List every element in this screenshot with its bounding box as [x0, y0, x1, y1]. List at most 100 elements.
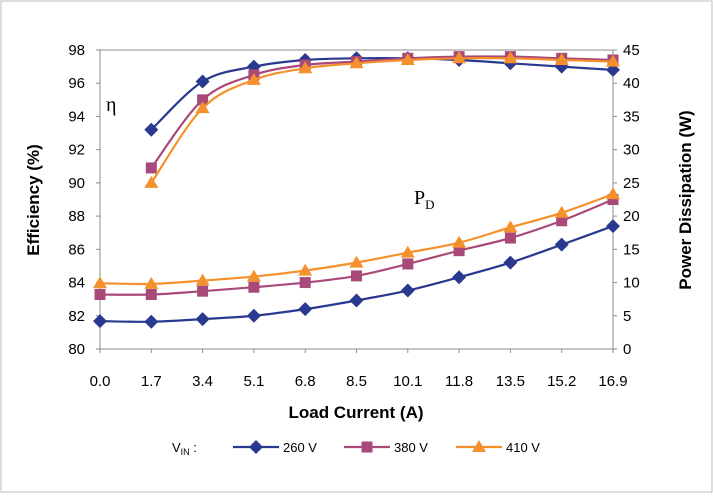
y2-tick-label: 20 — [623, 208, 640, 225]
y2-tick-label: 35 — [623, 108, 640, 125]
efficiency-point — [554, 52, 569, 65]
legend-marker — [361, 441, 373, 453]
x-tick-label: 0.0 — [90, 373, 111, 390]
legend-label: 260 V — [283, 440, 317, 455]
legend-prefix-main: V — [172, 440, 181, 455]
power-dissipation-point — [554, 237, 569, 252]
x-tick-label: 10.1 — [393, 373, 422, 390]
power-dissipation-point — [504, 232, 516, 244]
y-tick-label: 90 — [68, 175, 85, 192]
efficiency-line — [150, 57, 614, 131]
x-axis-title: Load Current (A) — [288, 403, 423, 422]
efficiency-point — [197, 94, 209, 106]
legend-marker — [472, 440, 486, 452]
power-dissipation-point — [554, 205, 569, 218]
power-dissipation-point — [246, 308, 261, 323]
y2-tick-label: 10 — [623, 275, 640, 292]
legend-label: 410 V — [506, 440, 540, 455]
power-dissipation-point — [144, 314, 159, 329]
y2-tick-label: 30 — [623, 142, 640, 159]
x-tick-label: 3.4 — [192, 373, 213, 390]
power-dissipation-point — [195, 312, 210, 327]
legend-label: 380 V — [394, 440, 428, 455]
efficiency-point — [144, 122, 159, 137]
series-2 — [93, 51, 620, 289]
y2-tick-label: 25 — [623, 175, 640, 192]
x-tick-label: 16.9 — [598, 373, 627, 390]
legend-prefix: VIN : — [172, 440, 197, 457]
efficiency-point — [195, 101, 210, 114]
power-dissipation-point — [503, 220, 518, 233]
efficiency-point — [144, 175, 159, 188]
x-tick-label: 15.2 — [547, 373, 576, 390]
x-tick-label: 8.5 — [346, 373, 367, 390]
power-dissipation-point — [144, 276, 159, 289]
efficiency-point — [452, 51, 467, 64]
y-tick-label: 96 — [68, 75, 85, 92]
y2-tick-label: 45 — [623, 42, 640, 59]
y-tick-label: 82 — [68, 308, 85, 325]
power-dissipation-point — [606, 219, 620, 234]
legend-prefix-sub: IN — [181, 447, 190, 457]
power-dissipation-annotation: PD — [414, 187, 435, 212]
y-tick-label: 84 — [68, 275, 85, 292]
x-tick-label: 6.8 — [295, 373, 316, 390]
x-tick-label: 11.8 — [445, 373, 473, 390]
power-annotation-sub: D — [425, 197, 434, 212]
efficiency-point — [246, 72, 261, 85]
power-dissipation-point — [93, 314, 107, 329]
y-tick-label: 94 — [68, 108, 85, 125]
y2-tick-label: 40 — [623, 75, 640, 92]
power-dissipation-point — [556, 215, 568, 227]
power-dissipation-point — [197, 285, 209, 297]
efficiency-point — [145, 162, 157, 174]
power-dissipation-point — [299, 277, 311, 289]
y-tick-label: 86 — [68, 241, 85, 258]
power-dissipation-point — [452, 270, 467, 285]
power-dissipation-point — [351, 270, 362, 282]
power-dissipation-point — [298, 263, 313, 276]
efficiency-point — [554, 59, 569, 74]
efficiency-point — [400, 52, 415, 65]
y-tick-label: 98 — [68, 42, 85, 59]
y-axis-title: Efficiency (%) — [24, 144, 43, 255]
x-tick-label: 1.7 — [141, 373, 162, 390]
power-dissipation-point — [93, 276, 107, 289]
y2-axis-title: Power Dissipation (W) — [676, 110, 695, 289]
power-dissipation-point — [606, 187, 620, 200]
power-dissipation-point — [503, 255, 518, 270]
y-tick-label: 88 — [68, 208, 85, 225]
efficiency-point — [606, 54, 620, 67]
power-annotation-main: P — [414, 187, 425, 209]
power-dissipation-point — [349, 293, 364, 308]
legend-marker — [249, 440, 263, 454]
legend-prefix-suffix: : — [190, 440, 197, 455]
power-dissipation-point — [246, 269, 261, 282]
power-dissipation-point — [298, 302, 313, 317]
y-tick-label: 80 — [68, 341, 85, 358]
efficiency-point — [349, 56, 364, 69]
efficiency-line — [150, 57, 614, 184]
efficiency-point — [195, 74, 210, 89]
x-tick-label: 13.5 — [496, 373, 525, 390]
power-dissipation-point — [248, 281, 260, 293]
power-dissipation-point — [349, 255, 364, 268]
power-dissipation-point — [607, 194, 619, 205]
y2-tick-label: 15 — [623, 241, 640, 258]
y2-tick-label: 5 — [623, 308, 631, 325]
efficiency-annotation: η — [106, 94, 116, 116]
efficiency-line — [150, 55, 614, 169]
power-dissipation-point — [402, 258, 414, 270]
power-dissipation-point — [400, 283, 415, 298]
power-dissipation-point — [452, 235, 467, 248]
power-dissipation-point — [400, 245, 415, 258]
legend: VIN : 260 V 380 V 410 V — [172, 440, 540, 457]
y2-tick-label: 0 — [623, 341, 631, 358]
power-dissipation-point — [94, 289, 106, 301]
power-dissipation-point — [145, 289, 157, 301]
power-dissipation-point — [453, 245, 465, 257]
power-dissipation-point — [195, 273, 210, 286]
